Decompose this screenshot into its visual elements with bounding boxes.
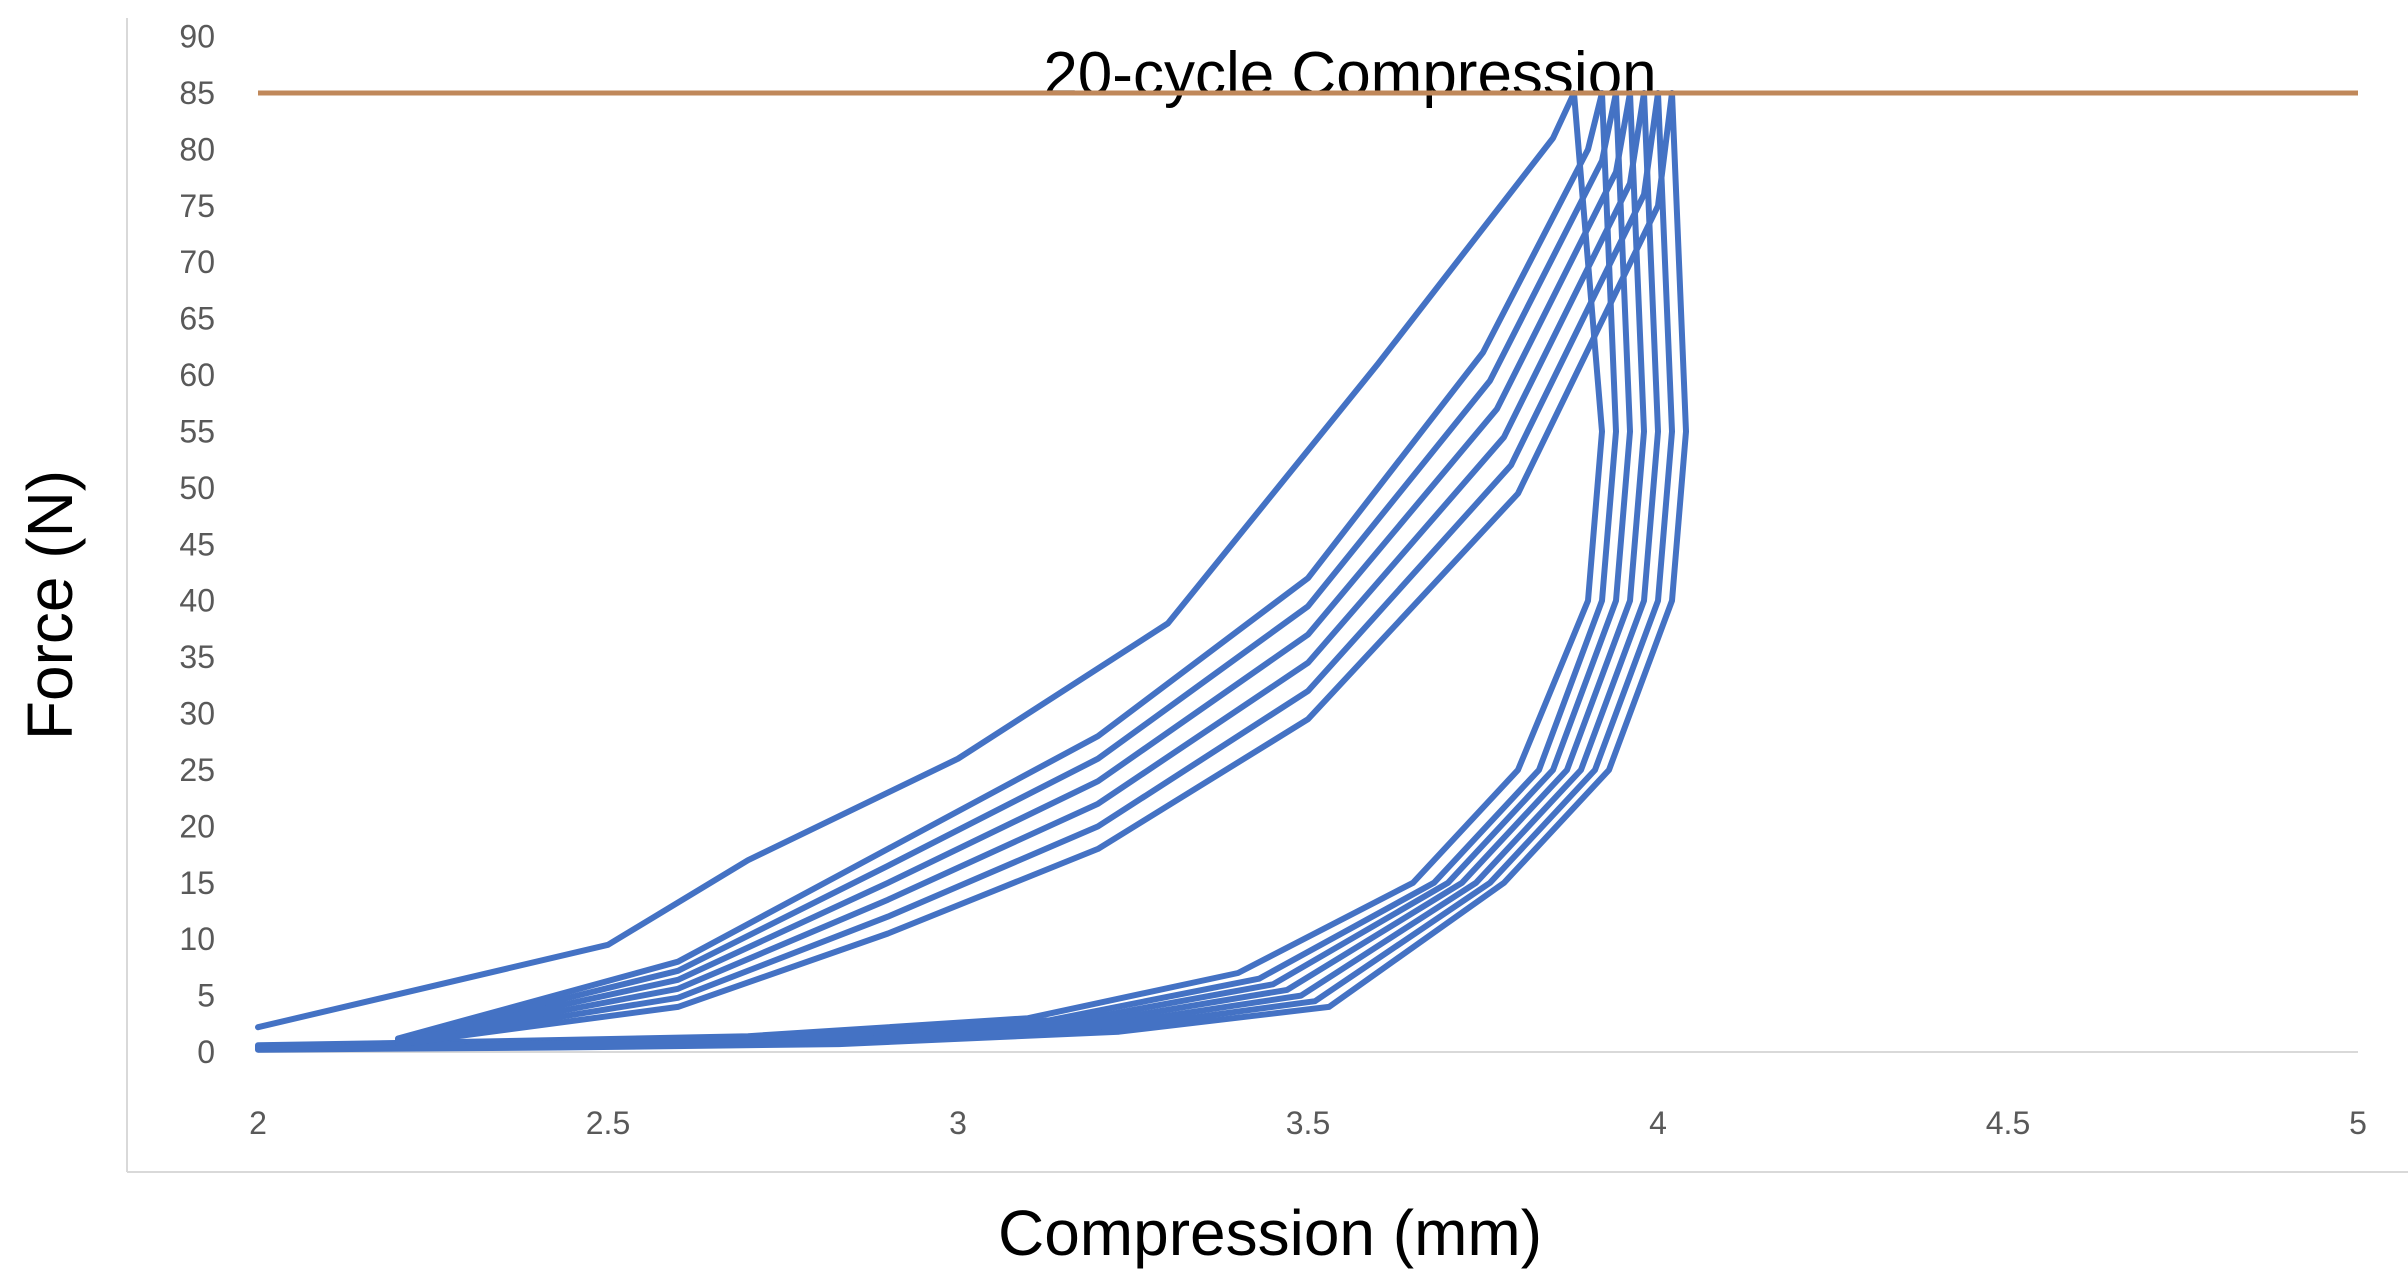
y-tick-label: 0	[197, 1034, 215, 1070]
x-axis-title: Compression (mm)	[998, 1197, 1542, 1269]
y-tick-label: 45	[179, 526, 215, 562]
y-tick-label: 65	[179, 301, 215, 337]
y-tick-label: 25	[179, 752, 215, 788]
series-line	[395, 90, 1661, 1046]
x-tick-label: 2.5	[586, 1105, 630, 1141]
series-lines	[255, 90, 1689, 1053]
y-tick-label: 60	[179, 357, 215, 393]
y-tick-label: 5	[197, 978, 215, 1014]
chart-title: 20-cycle Compression	[1043, 40, 1656, 109]
x-tick-label: 4.5	[1986, 1105, 2030, 1141]
x-tick-label: 3.5	[1286, 1105, 1330, 1141]
series-line	[395, 90, 1633, 1044]
y-tick-label: 70	[179, 244, 215, 280]
y-tick-label: 40	[179, 583, 215, 619]
y-tick-label: 50	[179, 470, 215, 506]
y-tick-labels: 0 5 10 15 20 25 30 35 40 45 50 55 60 65 70 75 80 85 90	[179, 19, 215, 1070]
y-tick-label: 15	[179, 865, 215, 901]
series-line	[255, 90, 1577, 1031]
x-tick-label: 4	[1649, 1105, 1667, 1141]
x-tick-labels: 2 2.5 3 3.5 4 4.5 5	[249, 1105, 2367, 1141]
x-tick-label: 5	[2349, 1105, 2367, 1141]
y-tick-label: 30	[179, 696, 215, 732]
series-line	[255, 90, 1647, 1051]
series-line	[395, 90, 1647, 1045]
y-tick-label: 80	[179, 131, 215, 167]
y-tick-label: 55	[179, 413, 215, 449]
y-tick-label: 75	[179, 188, 215, 224]
series-line	[395, 90, 1619, 1043]
series-line	[395, 90, 1675, 1048]
series-line	[395, 90, 1605, 1042]
x-tick-label: 2	[249, 1105, 267, 1141]
y-tick-label: 10	[179, 921, 215, 957]
y-tick-label: 85	[179, 75, 215, 111]
y-tick-label: 35	[179, 639, 215, 675]
x-tick-label: 3	[949, 1105, 967, 1141]
y-tick-label: 20	[179, 808, 215, 844]
y-axis-title: Force (N)	[14, 470, 86, 740]
y-tick-label: 90	[179, 19, 215, 55]
series-line	[255, 90, 1689, 1053]
